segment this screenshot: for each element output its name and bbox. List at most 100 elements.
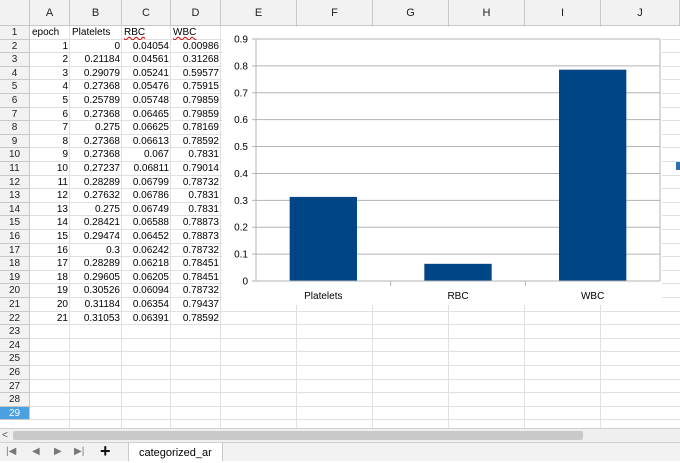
column-header-h[interactable]: H bbox=[449, 0, 525, 26]
row-header-28[interactable]: 28 bbox=[0, 393, 30, 407]
row-header-25[interactable]: 25 bbox=[0, 352, 30, 366]
row-header-4[interactable]: 4 bbox=[0, 66, 30, 81]
header-cell[interactable]: WBC bbox=[173, 27, 197, 38]
bar-chart[interactable]: 0 0.1 0.2 0.3 0.4 0.5 0.6 0.7 0.8 0.9 Platelets RBC… bbox=[222, 27, 662, 305]
data-cell[interactable]: 0.79859 bbox=[182, 108, 219, 120]
data-cell[interactable]: 0.27368 bbox=[83, 108, 120, 120]
data-cell[interactable]: 9 bbox=[62, 149, 68, 161]
data-cell[interactable]: 0.275 bbox=[94, 203, 120, 215]
data-cell[interactable]: 0.78169 bbox=[182, 122, 219, 134]
data-cell[interactable]: 20 bbox=[56, 299, 68, 310]
data-cell[interactable]: 0.7831 bbox=[188, 190, 219, 202]
data-cell[interactable]: 0.06205 bbox=[132, 271, 169, 283]
header-cell[interactable]: epoch bbox=[32, 27, 60, 38]
data-cell[interactable]: 2 bbox=[62, 54, 68, 66]
row-header-21[interactable]: 21 bbox=[0, 298, 30, 312]
data-cell[interactable]: 0.78451 bbox=[182, 258, 219, 270]
data-cell[interactable]: 0.06465 bbox=[132, 108, 169, 120]
data-cell[interactable]: 4 bbox=[62, 81, 68, 93]
data-cell[interactable]: 17 bbox=[56, 258, 68, 270]
data-cell[interactable]: 0.7831 bbox=[188, 203, 219, 215]
data-cell[interactable]: 0.31268 bbox=[182, 54, 219, 66]
data-cell[interactable]: 0.28289 bbox=[83, 258, 120, 270]
row-header-15[interactable]: 15 bbox=[0, 216, 30, 230]
column-header-c[interactable]: C bbox=[122, 0, 171, 26]
data-cell[interactable]: 0.31184 bbox=[84, 299, 120, 310]
data-cell[interactable]: 0.06588 bbox=[132, 217, 169, 229]
data-cell[interactable]: 0.06811 bbox=[133, 163, 169, 174]
header-cell[interactable]: RBC bbox=[124, 27, 146, 38]
data-cell[interactable]: 0.067 bbox=[143, 149, 169, 161]
data-cell[interactable]: 0.78732 bbox=[182, 244, 219, 256]
row-header-13[interactable]: 13 bbox=[0, 189, 30, 203]
column-header-d[interactable]: D bbox=[171, 0, 221, 26]
row-header-22[interactable]: 22 bbox=[0, 311, 30, 326]
data-cell[interactable]: 0.78873 bbox=[182, 217, 219, 229]
data-cell[interactable]: 0.28289 bbox=[83, 176, 120, 188]
row-header-2[interactable]: 2 bbox=[0, 39, 30, 54]
data-cell[interactable]: 0.29474 bbox=[83, 231, 120, 242]
row-header-9[interactable]: 9 bbox=[0, 134, 30, 149]
select-all-corner[interactable] bbox=[0, 0, 30, 26]
data-cell[interactable]: 5 bbox=[62, 95, 68, 106]
data-cell[interactable]: 0.06799 bbox=[132, 176, 169, 188]
data-cell[interactable]: 11 bbox=[57, 176, 68, 188]
data-cell[interactable]: 0.27237 bbox=[83, 163, 120, 174]
row-header-18[interactable]: 18 bbox=[0, 257, 30, 271]
data-cell[interactable]: 10 bbox=[56, 163, 68, 174]
row-header-17[interactable]: 17 bbox=[0, 243, 30, 258]
data-cell[interactable]: 0.31053 bbox=[83, 312, 120, 324]
column-header-j[interactable]: J bbox=[601, 0, 680, 26]
data-cell[interactable]: 0.78873 bbox=[182, 231, 219, 242]
data-cell[interactable]: 19 bbox=[56, 285, 68, 297]
data-cell[interactable]: 0.27368 bbox=[83, 81, 120, 93]
row-header-5[interactable]: 5 bbox=[0, 80, 30, 94]
data-cell[interactable]: 0.05476 bbox=[132, 81, 169, 93]
data-cell[interactable]: 0.06354 bbox=[132, 299, 169, 310]
row-header-29[interactable]: 29 bbox=[0, 406, 30, 421]
data-cell[interactable]: 0.78592 bbox=[182, 135, 219, 147]
data-cell[interactable]: 0.30526 bbox=[83, 285, 120, 297]
data-cell[interactable]: 0.06452 bbox=[132, 231, 169, 242]
data-cell[interactable]: 0.275 bbox=[94, 122, 120, 134]
row-header-20[interactable]: 20 bbox=[0, 284, 30, 298]
column-header-a[interactable]: A bbox=[30, 0, 70, 26]
add-sheet-icon[interactable]: + bbox=[100, 441, 111, 461]
data-cell[interactable]: 0.27632 bbox=[83, 190, 120, 202]
data-cell[interactable]: 1 bbox=[62, 40, 68, 52]
data-cell[interactable]: 0.7831 bbox=[188, 149, 219, 161]
first-sheet-icon[interactable]: |◀ bbox=[6, 446, 17, 457]
data-cell[interactable]: 0.27368 bbox=[83, 135, 120, 147]
data-cell[interactable]: 0.78592 bbox=[182, 312, 219, 324]
data-cell[interactable]: 0.04054 bbox=[132, 40, 169, 52]
data-cell[interactable]: 0.06613 bbox=[132, 135, 169, 147]
data-cell[interactable]: 0.78732 bbox=[182, 176, 219, 188]
row-header-11[interactable]: 11 bbox=[0, 162, 30, 176]
data-cell[interactable]: 0.05241 bbox=[132, 67, 169, 79]
horizontal-scrollbar[interactable]: < bbox=[0, 428, 680, 442]
data-cell[interactable]: 0.29079 bbox=[83, 67, 120, 79]
data-cell[interactable]: 0.29605 bbox=[83, 271, 120, 283]
data-cell[interactable]: 6 bbox=[62, 108, 68, 120]
sheet-tab[interactable]: categorized_ar bbox=[128, 443, 223, 461]
next-sheet-icon[interactable]: ▶ bbox=[54, 446, 62, 457]
data-cell[interactable]: 15 bbox=[56, 231, 68, 242]
scroll-left-icon[interactable]: < bbox=[2, 430, 8, 441]
data-cell[interactable]: 0.00986 bbox=[182, 40, 219, 52]
data-cell[interactable]: 0.59577 bbox=[182, 67, 219, 79]
row-header-6[interactable]: 6 bbox=[0, 94, 30, 108]
data-cell[interactable]: 0 bbox=[114, 40, 120, 52]
row-header-3[interactable]: 3 bbox=[0, 53, 30, 67]
data-cell[interactable]: 0.06749 bbox=[132, 203, 169, 215]
row-header-26[interactable]: 26 bbox=[0, 366, 30, 380]
row-header-8[interactable]: 8 bbox=[0, 121, 30, 135]
column-header-b[interactable]: B bbox=[70, 0, 122, 26]
last-sheet-icon[interactable]: ▶| bbox=[74, 446, 85, 457]
data-cell[interactable]: 21 bbox=[56, 312, 68, 324]
data-cell[interactable]: 0.75915 bbox=[182, 81, 219, 93]
row-header-7[interactable]: 7 bbox=[0, 107, 30, 122]
data-cell[interactable]: 8 bbox=[62, 135, 68, 147]
prev-sheet-icon[interactable]: ◀ bbox=[32, 446, 40, 457]
data-cell[interactable]: 0.06625 bbox=[132, 122, 169, 134]
data-cell[interactable]: 0.78732 bbox=[182, 285, 219, 297]
